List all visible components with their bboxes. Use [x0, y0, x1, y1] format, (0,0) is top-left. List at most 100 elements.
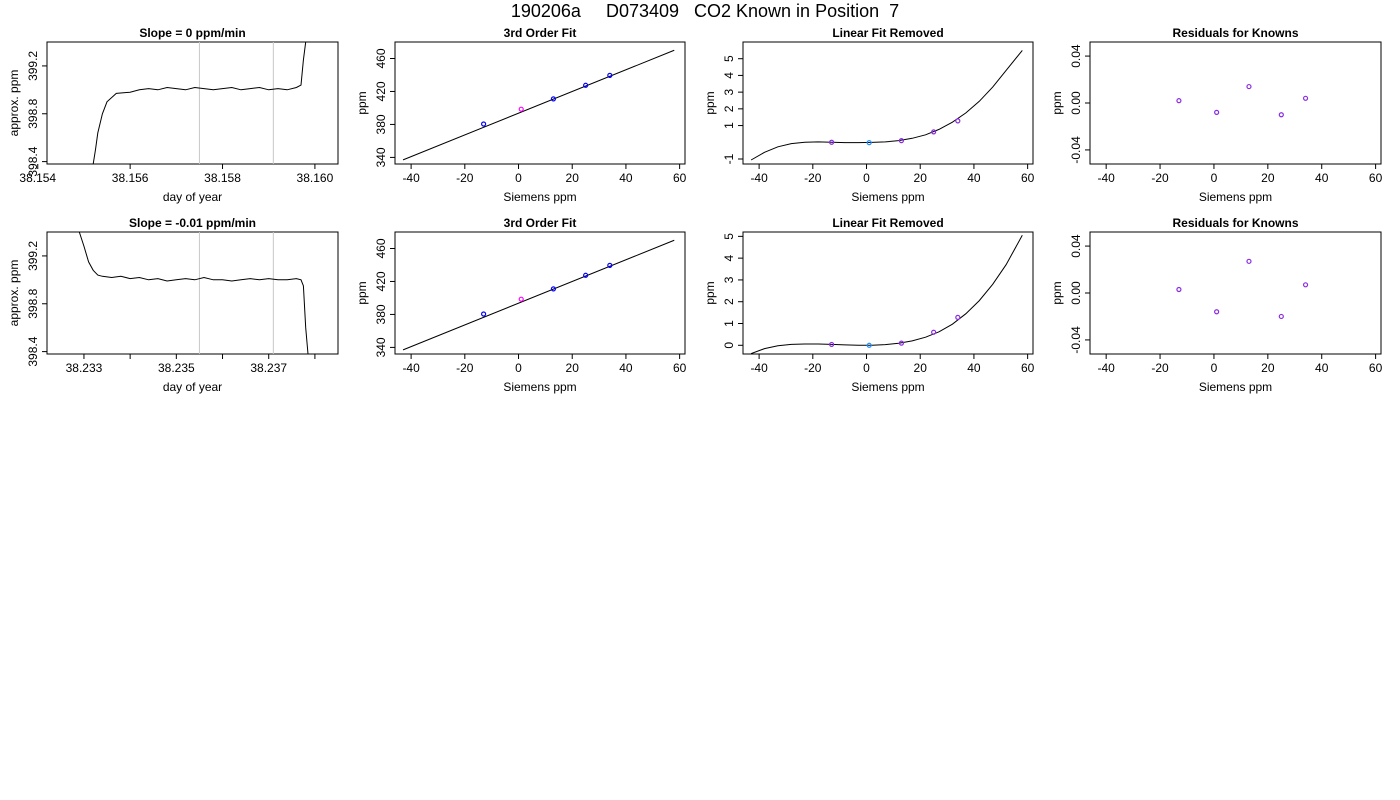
x-tick-label: 20 — [1261, 171, 1275, 185]
data-point — [1302, 282, 1309, 288]
x-tick-label: 60 — [1021, 361, 1035, 375]
x-tick-label: 38.235 — [158, 361, 195, 375]
x-tick-label: 40 — [619, 171, 633, 185]
chart-panel-2: 3rd Order Fit -40 -20 0 20 40 60 Siemens ppm 340… — [355, 26, 687, 204]
fit-line — [402, 49, 675, 161]
x-tick-label: -20 — [1151, 171, 1169, 185]
data-point — [481, 121, 487, 127]
plot-frame — [46, 231, 339, 355]
y-tick-label: 460 — [374, 238, 388, 258]
y-tick-label: 3 — [722, 276, 736, 283]
x-tick-label: 60 — [1021, 171, 1035, 185]
x-tick-label: 20 — [566, 171, 580, 185]
x-tick-label: 60 — [1369, 361, 1383, 375]
y-tick-label: 340 — [374, 337, 388, 357]
y-tick-label: 399.2 — [26, 51, 40, 81]
data-point — [898, 138, 905, 144]
plot-area — [1176, 258, 1309, 320]
chart-panel-3: Linear Fit Removed -40 -20 0 20 40 60 Siemens p… — [703, 26, 1035, 204]
chart-title: 3rd Order Fit — [504, 26, 577, 40]
y-tick-label: 0.00 — [1069, 281, 1083, 305]
y-axis-label: approx. ppm — [7, 70, 21, 137]
y-tick-label: 380 — [374, 304, 388, 324]
x-tick-label: 0 — [515, 361, 522, 375]
x-axis-label: Siemens ppm — [1199, 380, 1272, 394]
plot-frame — [394, 231, 686, 355]
data-point — [550, 96, 557, 102]
y-tick-label: 399.2 — [26, 241, 40, 271]
fit-line — [402, 239, 675, 351]
x-tick-label: 38.237 — [250, 361, 287, 375]
y-tick-label: -0.04 — [1069, 326, 1083, 354]
x-axis-label: day of year — [163, 380, 222, 394]
chart-panel-5: Slope = -0.01 ppm/min 38.233 38.235 38.237 d… — [7, 216, 339, 394]
plot-frame — [742, 41, 1034, 165]
plot-area — [1176, 83, 1309, 118]
x-tick-label: -40 — [402, 361, 420, 375]
x-tick-label: 0 — [863, 361, 870, 375]
plot-area — [402, 49, 675, 161]
x-axis-label: Siemens ppm — [503, 380, 576, 394]
data-point — [898, 340, 905, 346]
plot-area — [750, 50, 1023, 161]
x-tick-label: 38.233 — [66, 361, 103, 375]
data-point — [1214, 109, 1220, 115]
y-axis-label: ppm — [355, 91, 369, 114]
y-tick-label: -1 — [722, 153, 736, 164]
data-point — [1214, 309, 1220, 315]
y-axis-label: ppm — [1050, 281, 1064, 304]
x-tick-label: 60 — [1369, 171, 1383, 185]
data-point — [481, 311, 487, 317]
y-tick-label: 0.04 — [1069, 234, 1083, 258]
y-tick-label: 420 — [374, 271, 388, 291]
fit-curve — [750, 50, 1023, 161]
x-tick-label: 40 — [967, 171, 981, 185]
x-axis-label: Siemens ppm — [503, 190, 576, 204]
chart-title: Slope = -0.01 ppm/min — [129, 216, 256, 230]
y-axis-label: ppm — [1050, 91, 1064, 114]
data-point — [931, 329, 937, 335]
data-point — [607, 72, 613, 78]
chart-title: Slope = 0 ppm/min — [139, 26, 245, 40]
data-point — [550, 286, 557, 292]
y-tick-label: 2 — [722, 105, 736, 112]
x-tick-label: 20 — [914, 171, 928, 185]
data-point — [583, 82, 589, 88]
x-tick-label: 40 — [619, 361, 633, 375]
y-tick-label: 4 — [722, 254, 736, 261]
x-tick-label: 0 — [1211, 171, 1218, 185]
y-tick-label: 398.4 — [26, 336, 40, 366]
x-tick-label: 60 — [673, 361, 687, 375]
x-axis-label: day of year — [163, 190, 222, 204]
y-tick-label: 0.00 — [1069, 91, 1083, 115]
chart-title: Residuals for Knowns — [1172, 26, 1298, 40]
y-tick-label: 5 — [722, 55, 736, 62]
plot-area — [402, 239, 675, 351]
data-point — [1278, 313, 1284, 320]
data-point — [1176, 98, 1182, 104]
x-tick-label: -20 — [804, 361, 822, 375]
x-tick-label: -40 — [750, 361, 768, 375]
x-axis-label: Siemens ppm — [851, 380, 924, 394]
chart-title: Residuals for Knowns — [1172, 216, 1298, 230]
y-tick-label: 1 — [722, 320, 736, 327]
x-tick-label: 40 — [1315, 171, 1329, 185]
x-tick-label: -20 — [1151, 361, 1169, 375]
y-tick-label: 0.04 — [1069, 44, 1083, 68]
y-tick-label: 5 — [722, 233, 736, 240]
x-tick-label: 40 — [967, 361, 981, 375]
series-line — [78, 232, 309, 354]
y-tick-label: 398.4 — [26, 146, 40, 176]
x-tick-label: 38.156 — [112, 171, 149, 185]
x-tick-label: 38.160 — [297, 171, 334, 185]
x-tick-label: 0 — [515, 171, 522, 185]
x-tick-label: -40 — [750, 171, 768, 185]
x-axis-label: Siemens ppm — [851, 190, 924, 204]
data-point — [955, 118, 961, 124]
chart-panel-8: Residuals for Knowns -40 -20 0 20 40 60 Siemens… — [1050, 216, 1383, 394]
y-tick-label: 380 — [374, 114, 388, 134]
data-point — [1246, 83, 1252, 90]
y-axis-label: ppm — [703, 281, 717, 304]
chart-title: Linear Fit Removed — [832, 26, 943, 40]
